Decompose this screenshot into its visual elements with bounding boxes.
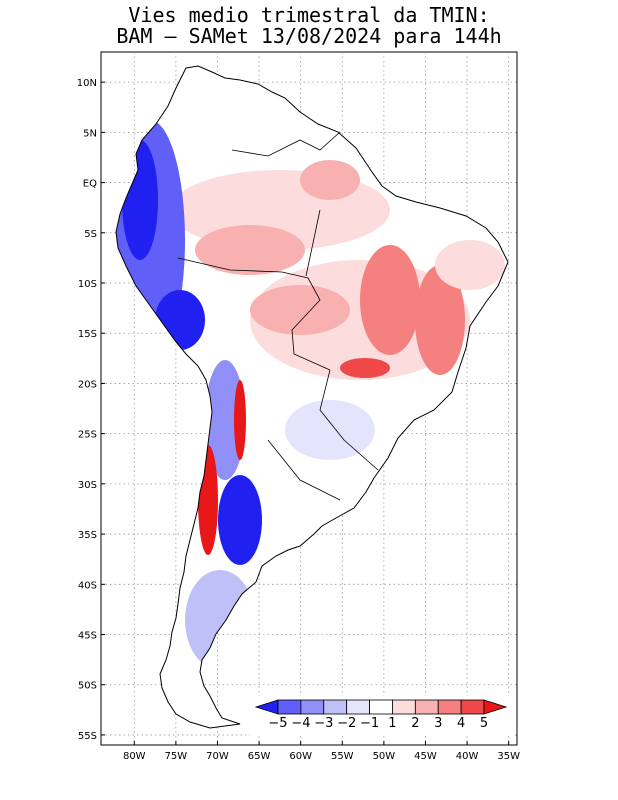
colorbar-label: −1 [360, 716, 379, 731]
colorbar-segment [277, 699, 302, 715]
lat-tick-label: EQ [83, 179, 97, 190]
border-north [231, 131, 341, 157]
colorbar-label: 4 [457, 716, 465, 731]
colorbar-segment [346, 699, 370, 715]
lat-tick-label: 5N [83, 128, 97, 139]
warm-bias-west-amazon [195, 225, 305, 275]
lat-tick-label: 10N [77, 78, 97, 89]
warm-bias-core [340, 358, 390, 378]
lon-tick-label: 60W [289, 751, 312, 762]
warm-bias-northeast [435, 240, 505, 290]
lat-tick-label: 35S [78, 530, 97, 541]
bias-field [116, 120, 505, 670]
colorbar-segment [300, 699, 325, 715]
lon-tick-label: 45W [414, 751, 437, 762]
cool-bias-chile-north [205, 360, 245, 480]
colorbar-label: 1 [388, 716, 396, 731]
lat-tick-label: 5S [84, 229, 97, 240]
map-title-line-1: Vies medio trimestral da TMIN: [128, 3, 490, 27]
colorbar-segment [392, 699, 416, 715]
warm-bias-mato-grosso [250, 285, 350, 335]
lat-tick-label: 30S [78, 480, 97, 491]
border-argentina [267, 439, 341, 501]
warm-bias-bahia [415, 265, 465, 375]
colorbar-label: −2 [337, 716, 356, 731]
warm-bias-tocantins [360, 245, 420, 355]
colorbar-segment [323, 699, 348, 715]
lat-tick-label: 50S [78, 681, 97, 692]
colorbar-label: 5 [480, 716, 488, 731]
cool-bias-argentina [218, 475, 262, 565]
country-borders [177, 131, 379, 501]
lon-tick-label: 50W [373, 751, 396, 762]
colorbar-segment [369, 699, 393, 715]
lon-tick-label: 75W [165, 751, 188, 762]
colorbar-segment [460, 699, 485, 715]
colorbar-label: −5 [268, 716, 287, 731]
lat-tick-label: 40S [78, 580, 97, 591]
colorbar-label: 2 [411, 716, 419, 731]
longitude-tick-labels: 80W 75W 70W 65W 60W 55W 50W 45W 40W 35W [123, 741, 520, 762]
lat-tick-label: 10S [78, 279, 97, 290]
colorbar-label: −3 [314, 716, 333, 731]
warm-bias-altiplano [234, 380, 246, 460]
lat-tick-label: 25S [78, 430, 97, 441]
lon-tick-label: 40W [456, 751, 479, 762]
colorbar-segment [437, 699, 462, 715]
lon-tick-label: 35W [497, 751, 520, 762]
colorbar-label: 3 [434, 716, 442, 731]
map-title-line-2: BAM – SAMet 13/08/2024 para 144h [116, 24, 502, 48]
lat-tick-label: 20S [78, 379, 97, 390]
lon-tick-label: 70W [206, 751, 229, 762]
border-bolivia-brazil [177, 257, 331, 371]
lat-tick-label: 55S [78, 731, 97, 742]
colorbar-label: −4 [291, 716, 310, 731]
border-paraguay [319, 369, 379, 471]
border-amazon [305, 209, 321, 277]
lon-tick-label: 55W [331, 751, 354, 762]
lat-tick-label: 15S [78, 329, 97, 340]
lat-tick-label: 45S [78, 631, 97, 642]
latitude-tick-labels: 10N 5N EQ 5S 10S 15S 20S 25S 30S 35S 40S 45S 50S 55S [77, 78, 105, 742]
lon-tick-label: 80W [123, 751, 146, 762]
colorbar: −5 −4 −3 −2 −1 1 2 3 4 5 [250, 696, 514, 736]
lon-tick-label: 65W [248, 751, 271, 762]
warm-bias-north [300, 160, 360, 200]
colorbar-max-arrow [483, 699, 508, 715]
colorbar-segment [414, 699, 439, 715]
cool-bias-southeast [285, 400, 375, 460]
